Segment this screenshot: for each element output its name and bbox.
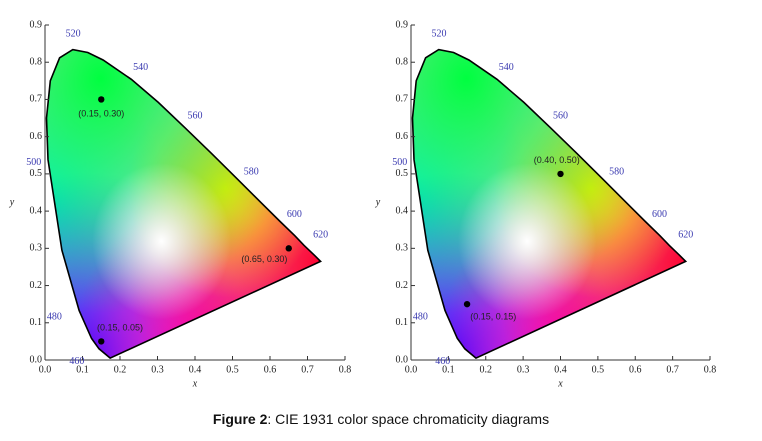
y-tick-label: 0.6 [30,131,43,142]
x-tick-label: 0.4 [554,364,567,375]
y-tick-label: 0.8 [396,57,409,68]
x-tick-label: 0.7 [666,364,679,375]
x-tick-label: 0.3 [517,364,530,375]
x-axis-label: x [557,378,563,389]
point [463,300,471,308]
x-tick-label: 0.5 [592,364,605,375]
x-tick-label: 0.8 [704,364,717,375]
y-tick-label: 0.4 [396,205,409,216]
gamut [46,49,321,359]
y-tick-label: 0.3 [30,243,43,254]
x-tick-label: 0.5 [226,364,239,375]
y-tick-label: 0.7 [30,94,43,105]
chart: 0.0 0.1 0.2 0.3 0.4 0.5 0.6 0.7 0.8 0.0 0.1 0.2 0.3 0… [375,19,716,389]
wavelength-label: 600 [652,209,667,220]
y-tick-label: 0.8 [30,57,43,68]
x-tick-label: 0.0 [405,364,418,375]
x-tick-label: 0.2 [114,364,127,375]
x-tick-label: 0.0 [39,364,52,375]
wavelength-label: 560 [553,110,568,121]
x-tick-label: 0.4 [189,364,202,375]
point-annotation: (0.65, 0.30) [241,254,287,264]
y-tick-label: 0.6 [396,131,409,142]
y-tick-label: 0.4 [30,205,43,216]
point [285,245,292,252]
chart: 0.0 0.1 0.2 0.3 0.4 0.5 0.6 0.7 0.8 0.0 0.1 0.2 0.3 0… [9,19,351,389]
wavelength-label: 460 [435,356,450,367]
y-tick-label: 0.1 [30,317,43,328]
point-annotation: (0.15, 0.15) [470,312,516,322]
caption-text: : CIE 1931 color space chromaticity diag… [267,411,549,427]
x-axis-label: x [192,378,198,389]
wavelength-label: 520 [66,29,81,40]
gamut [412,49,686,359]
wavelength-label: 480 [413,311,428,322]
y-tick-label: 0.7 [396,94,409,105]
x-tick-label: 0.2 [480,364,493,375]
caption-label: Figure 2 [213,411,268,427]
wavelength-label: 500 [26,157,41,168]
wavelength-label: 620 [313,230,328,241]
x-tick-label: 0.8 [339,364,352,375]
point-annotation: (0.15, 0.05) [97,323,143,333]
wavelength-label: 500 [392,157,407,168]
y-tick-label: 0.0 [396,354,409,365]
wavelength-label: 620 [678,230,693,241]
y-tick-label: 0.2 [396,280,409,291]
wavelength-label: 540 [133,62,148,73]
point [98,338,105,345]
x-tick-label: 0.6 [629,364,642,375]
wavelength-label: 560 [188,110,203,121]
point [557,170,564,178]
y-tick-label: 0.3 [396,243,409,254]
point-annotation: (0.15, 0.30) [78,109,124,119]
x-tick-label: 0.6 [264,364,277,375]
y-tick-label: 0.5 [396,168,409,179]
y-tick-label: 0.5 [30,168,43,179]
wavelength-label: 520 [432,29,447,40]
y-tick-label: 0.9 [30,19,43,30]
x-tick-label: 0.7 [301,364,314,375]
wavelength-label: 580 [244,166,259,177]
y-tick-label: 0.2 [30,280,43,291]
point-annotation: (0.40, 0.50) [534,155,580,165]
y-tick-label: 0.9 [396,19,409,30]
caption: Figure 2: CIE 1931 color space chromatic… [213,411,549,427]
locus [45,48,322,360]
gamut-tint [412,49,686,359]
wavelength-label: 580 [609,166,624,177]
y-tick-label: 0.0 [30,354,43,365]
x-tick-label: 0.3 [151,364,164,375]
wavelength-label: 460 [69,356,84,367]
wavelength-label: 600 [287,209,302,220]
y-tick-label: 0.1 [396,317,409,328]
x-tick-label: 0.1 [76,364,89,375]
x-tick-label: 0.1 [442,364,455,375]
point [98,96,105,103]
wavelength-label: 480 [47,311,62,322]
locus [411,48,688,360]
gamut-tint [46,49,321,359]
wavelength-label: 540 [499,62,514,73]
y-axis-label: y [9,197,15,208]
y-axis-label: y [375,197,381,208]
